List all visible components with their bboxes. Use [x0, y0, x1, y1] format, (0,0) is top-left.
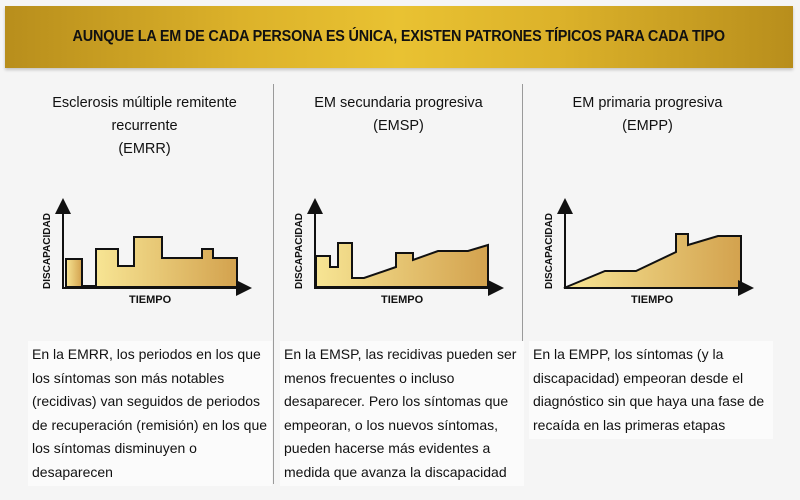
column-title: EM secundaria progresiva (EMSP) [274, 92, 523, 138]
disability-chart [557, 198, 764, 305]
banner-title: AUNQUE LA EM DE CADA PERSONA ES ÚNICA, E… [72, 28, 726, 45]
title-abbrev: (EMPP) [622, 118, 673, 134]
y-axis-label: DISCAPACIDAD [42, 213, 53, 289]
x-axis-label: TIEMPO [381, 294, 424, 306]
column-description: En la EMSP, las recidivas pueden ser men… [280, 341, 524, 486]
relapse-bar [65, 258, 83, 288]
disability-chart [55, 198, 262, 305]
y-axis-label: DISCAPACIDAD [294, 213, 305, 289]
column-title: EM primaria progresiva (EMPP) [523, 92, 772, 138]
title-abbrev: (EMSP) [373, 118, 424, 134]
column-description: En la EMRR, los periodos en los que los … [28, 341, 272, 486]
title-abbrev: (EMRR) [118, 141, 171, 157]
column-emsp: EM secundaria progresiva (EMSP) DISCAPAC… [274, 84, 524, 486]
column-emrr: Esclerosis múltiple remitente recurrente… [20, 84, 272, 486]
disability-chart [307, 198, 514, 305]
title-line: EM secundaria progresiva [314, 95, 483, 111]
column-description: En la EMPP, los síntomas (y la discapaci… [529, 341, 773, 439]
column-divider [273, 84, 274, 484]
header-banner: AUNQUE LA EM DE CADA PERSONA ES ÚNICA, E… [5, 6, 793, 68]
title-line: EM primaria progresiva [572, 95, 723, 111]
disability-area [95, 236, 238, 288]
column-empp: EM primaria progresiva (EMPP) DISCAPACID… [523, 84, 773, 484]
x-axis-label: TIEMPO [129, 294, 172, 306]
y-axis-label: DISCAPACIDAD [544, 213, 555, 289]
column-title: Esclerosis múltiple remitente recurrente… [20, 92, 269, 161]
disability-area [315, 242, 489, 288]
column-divider [522, 84, 523, 484]
x-axis-label: TIEMPO [631, 294, 674, 306]
title-line: Esclerosis múltiple remitente recurrente [52, 95, 237, 134]
disability-area [563, 233, 742, 289]
